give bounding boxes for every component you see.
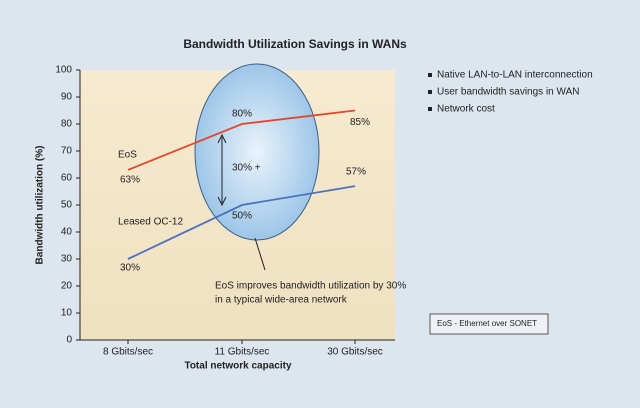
gap-label: 30% + bbox=[232, 163, 261, 174]
legend-bullet bbox=[428, 90, 432, 94]
legend-label: User bandwidth savings in WAN bbox=[437, 87, 579, 98]
y-tick-label: 100 bbox=[55, 65, 72, 76]
y-tick-label: 80 bbox=[61, 119, 73, 130]
y-tick-label: 60 bbox=[61, 173, 73, 184]
x-tick-label: 30 Gbits/sec bbox=[327, 347, 383, 358]
value-label: 30% bbox=[120, 263, 140, 274]
series-name: Leased OC-12 bbox=[118, 217, 183, 228]
y-axis-title: Bandwidth utilization (%) bbox=[35, 146, 46, 265]
value-label: 85% bbox=[350, 117, 370, 128]
legend-label: Network cost bbox=[437, 104, 495, 115]
value-label: 50% bbox=[232, 211, 252, 222]
chart-title: Bandwidth Utilization Savings in WANs bbox=[183, 37, 407, 51]
value-label: 63% bbox=[120, 175, 140, 186]
y-tick-label: 90 bbox=[61, 92, 73, 103]
legend-bullet bbox=[428, 107, 432, 111]
note-box bbox=[429, 313, 549, 335]
x-tick-label: 11 Gbits/sec bbox=[215, 347, 270, 358]
value-label: 57% bbox=[346, 167, 366, 178]
x-tick-label: 8 Gbits/sec bbox=[103, 347, 153, 358]
callout-line bbox=[254, 237, 266, 271]
y-tick-label: 20 bbox=[61, 281, 73, 292]
gap-arrow-heads bbox=[217, 133, 227, 207]
y-tick-label: 40 bbox=[61, 227, 73, 238]
series-line bbox=[127, 109, 356, 171]
y-tick-label: 0 bbox=[66, 335, 72, 346]
y-tick-label: 70 bbox=[61, 146, 73, 157]
y-tick-label: 10 bbox=[61, 308, 73, 319]
y-tick-label: 50 bbox=[61, 200, 73, 211]
x-axis-title: Total network capacity bbox=[184, 361, 292, 372]
note: EoS - Ethernet over SONET bbox=[437, 319, 537, 328]
legend-label: Native LAN-to-LAN interconnection bbox=[437, 70, 593, 81]
series-line bbox=[127, 185, 356, 260]
annotation: EoS improves bandwidth utilization by 30… bbox=[215, 281, 406, 292]
y-tick-label: 30 bbox=[61, 254, 73, 265]
value-label: 80% bbox=[232, 109, 252, 120]
legend-bullet bbox=[428, 73, 432, 77]
series-name: EoS bbox=[118, 150, 137, 161]
highlight-ellipse bbox=[194, 63, 320, 241]
annotation: in a typical wide-area network bbox=[215, 295, 348, 306]
